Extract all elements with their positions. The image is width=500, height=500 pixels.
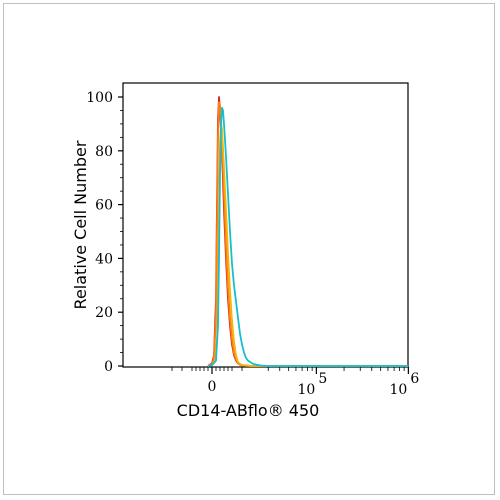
series-layer bbox=[207, 96, 408, 367]
chart-frame bbox=[3, 3, 495, 495]
y-tick-label: 20 bbox=[95, 305, 113, 321]
x-tick-label-base: 10 bbox=[297, 382, 315, 398]
x-tick-label-base: 10 bbox=[389, 382, 407, 398]
series-line-3 bbox=[207, 123, 408, 367]
x-tick-label: 0 bbox=[208, 379, 217, 395]
x-tick-label-exponent: 6 bbox=[410, 371, 419, 387]
y-tick-label: 0 bbox=[104, 359, 113, 375]
plot-area-border bbox=[122, 82, 409, 368]
series-line-2 bbox=[207, 101, 408, 367]
x-tick-label-exponent: 5 bbox=[318, 371, 327, 387]
y-tick-label: 60 bbox=[95, 198, 113, 214]
y-tick-label: 40 bbox=[95, 251, 113, 267]
y-axis: 0 20 40 60 80 100 bbox=[86, 90, 123, 375]
y-axis-title: Relative Cell Number bbox=[71, 140, 90, 309]
y-tick-label: 100 bbox=[86, 90, 113, 106]
y-tick-label: 80 bbox=[95, 144, 113, 160]
series-line-1 bbox=[207, 96, 408, 367]
series-line-4 bbox=[207, 106, 408, 367]
x-axis-title: CD14-ABflo® 450 bbox=[177, 401, 320, 420]
